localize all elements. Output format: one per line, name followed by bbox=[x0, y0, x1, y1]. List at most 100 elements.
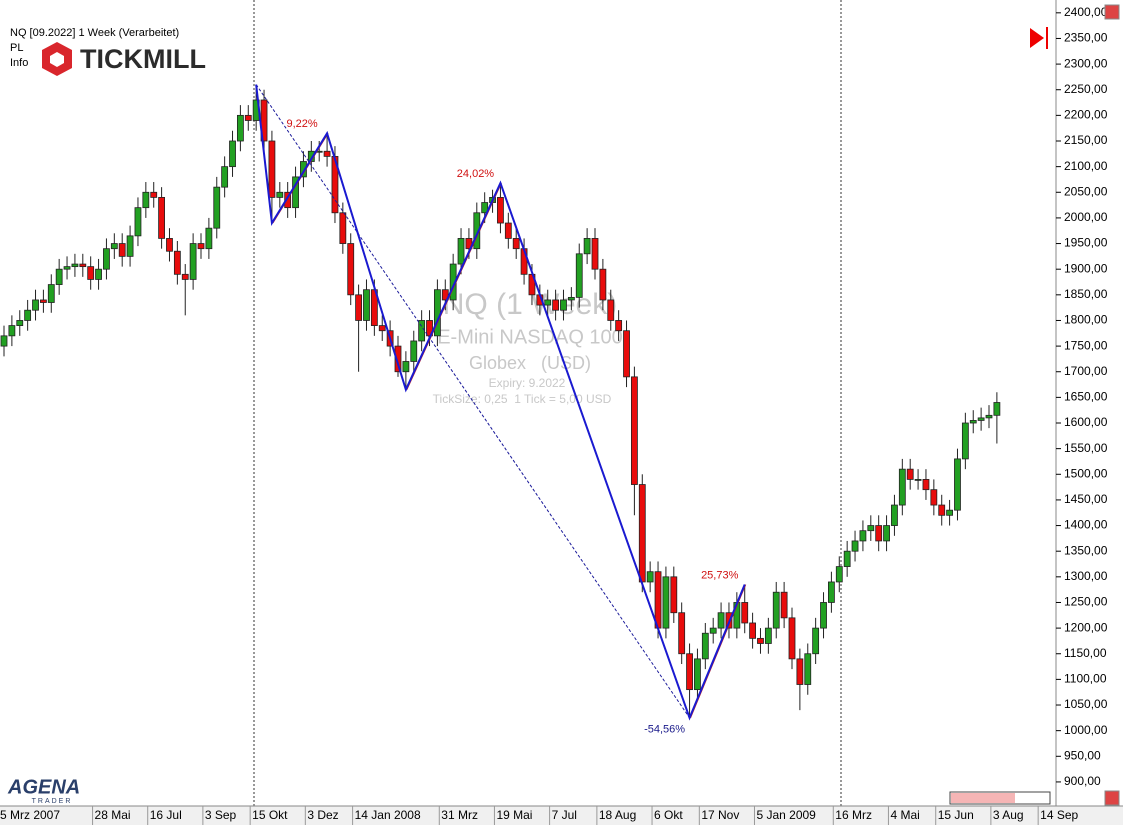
y-tick-label: 900,00 bbox=[1064, 774, 1101, 788]
candle-body bbox=[599, 268, 607, 301]
candle-body bbox=[709, 627, 717, 634]
zigzag-label: 9,22% bbox=[286, 118, 317, 130]
candle-body bbox=[662, 576, 670, 629]
candle-body bbox=[79, 263, 87, 268]
candle-body bbox=[103, 248, 110, 270]
candle-body bbox=[835, 566, 843, 583]
candle-body bbox=[623, 330, 630, 378]
candle-body bbox=[244, 114, 252, 121]
x-tick-label: 15 Jun bbox=[938, 808, 974, 822]
candle-body bbox=[142, 191, 150, 209]
candle-body bbox=[134, 207, 142, 237]
x-tick-label: 14 Jan 2008 bbox=[355, 808, 421, 822]
y-tick-label: 2300,00 bbox=[1064, 56, 1108, 70]
candle-body bbox=[16, 320, 24, 326]
candle-body bbox=[150, 191, 158, 198]
candle-body bbox=[938, 504, 946, 516]
plot: 9,22% 24,02% -54,56% 25,73% bbox=[0, 84, 1001, 736]
x-tick-label: 3 Dez bbox=[307, 808, 338, 822]
x-tick-label: 14 Sep bbox=[1040, 808, 1078, 822]
y-tick-label: 2100,00 bbox=[1064, 159, 1108, 173]
zigzag-label: 25,73% bbox=[701, 569, 739, 581]
y-tick-label: 1450,00 bbox=[1064, 492, 1108, 506]
live-marker[interactable] bbox=[1030, 28, 1044, 48]
candle-body bbox=[812, 627, 820, 655]
x-tick-label: 15 Okt bbox=[252, 808, 288, 822]
candle-body bbox=[544, 299, 552, 306]
y-tick-label: 1400,00 bbox=[1064, 518, 1108, 532]
candle-body bbox=[891, 504, 898, 526]
candle-body bbox=[654, 571, 662, 629]
candle-body bbox=[32, 299, 39, 311]
y-tick-label: 1900,00 bbox=[1064, 261, 1108, 275]
y-tick-label: 2000,00 bbox=[1064, 210, 1108, 224]
candle-body bbox=[87, 266, 95, 280]
candle-body bbox=[954, 458, 961, 511]
candle-body bbox=[110, 243, 118, 250]
candle-body bbox=[764, 627, 772, 644]
candle-body bbox=[638, 484, 646, 583]
candle-body bbox=[591, 238, 599, 270]
x-tick-label: 4 Mai bbox=[890, 808, 919, 822]
candle-body bbox=[213, 186, 221, 229]
candle-body bbox=[898, 468, 906, 506]
y-tick-label: 1800,00 bbox=[1064, 313, 1108, 327]
candle-body bbox=[686, 653, 693, 691]
candle-body bbox=[560, 299, 567, 311]
panel-label: PL bbox=[10, 42, 23, 54]
candle-body bbox=[512, 238, 520, 250]
logo-text: TICKMILL bbox=[80, 44, 206, 74]
candle-body bbox=[126, 235, 134, 257]
x-tick-label: 16 Jul bbox=[150, 808, 182, 822]
candle-body bbox=[24, 309, 32, 321]
y-tick-label: 1100,00 bbox=[1064, 672, 1107, 686]
candle-body bbox=[906, 468, 914, 480]
candle-body bbox=[40, 299, 47, 303]
candle-body bbox=[197, 243, 205, 250]
candle-body bbox=[631, 376, 638, 485]
candle-body bbox=[804, 653, 812, 685]
candle-body bbox=[607, 299, 615, 321]
logo-text: AGENA bbox=[7, 776, 80, 798]
y-tick-label: 2200,00 bbox=[1064, 108, 1108, 122]
candle-body bbox=[851, 540, 859, 552]
y-tick-label: 1050,00 bbox=[1064, 697, 1108, 711]
candle-body bbox=[205, 227, 213, 250]
candle-body bbox=[930, 489, 938, 506]
y-tick-label: 1300,00 bbox=[1064, 569, 1108, 583]
candle-body bbox=[859, 530, 867, 542]
candle-body bbox=[166, 238, 173, 252]
y-tick-label: 1650,00 bbox=[1064, 390, 1108, 404]
candle-body bbox=[378, 325, 386, 332]
watermark-expiry: Expiry: 9.2022 bbox=[489, 376, 566, 390]
y-tick-label: 1350,00 bbox=[1064, 543, 1108, 557]
candle-body bbox=[71, 263, 79, 268]
y-tick-label: 1550,00 bbox=[1064, 441, 1108, 455]
x-tick-label: 5 Mrz 2007 bbox=[0, 808, 60, 822]
candle-body bbox=[181, 273, 189, 280]
logo-subtext: TRADER bbox=[32, 798, 73, 805]
y-tick-label: 1850,00 bbox=[1064, 287, 1108, 301]
axis-button[interactable] bbox=[1104, 790, 1120, 806]
y-tick-label: 1500,00 bbox=[1064, 466, 1108, 480]
y-tick-label: 2050,00 bbox=[1064, 184, 1108, 198]
candle-body bbox=[355, 294, 363, 321]
candle-body bbox=[0, 335, 8, 347]
y-tick-label: 1750,00 bbox=[1064, 338, 1108, 352]
candle-body bbox=[615, 320, 623, 332]
candle-body bbox=[236, 114, 244, 142]
candle-body bbox=[922, 479, 930, 491]
candle-body bbox=[828, 581, 835, 603]
candle-body bbox=[504, 222, 512, 239]
candle-body bbox=[339, 212, 347, 244]
y-tick-label: 1950,00 bbox=[1064, 236, 1108, 250]
candle-body bbox=[796, 658, 804, 685]
candle-body bbox=[221, 166, 229, 188]
scroll-thumb[interactable] bbox=[951, 793, 1015, 803]
candle-body bbox=[552, 299, 559, 311]
axis-button[interactable] bbox=[1104, 4, 1120, 20]
candle-body bbox=[229, 140, 236, 168]
candle-body bbox=[363, 289, 370, 321]
y-tick-label: 1150,00 bbox=[1064, 646, 1107, 660]
candle-body bbox=[497, 197, 504, 224]
